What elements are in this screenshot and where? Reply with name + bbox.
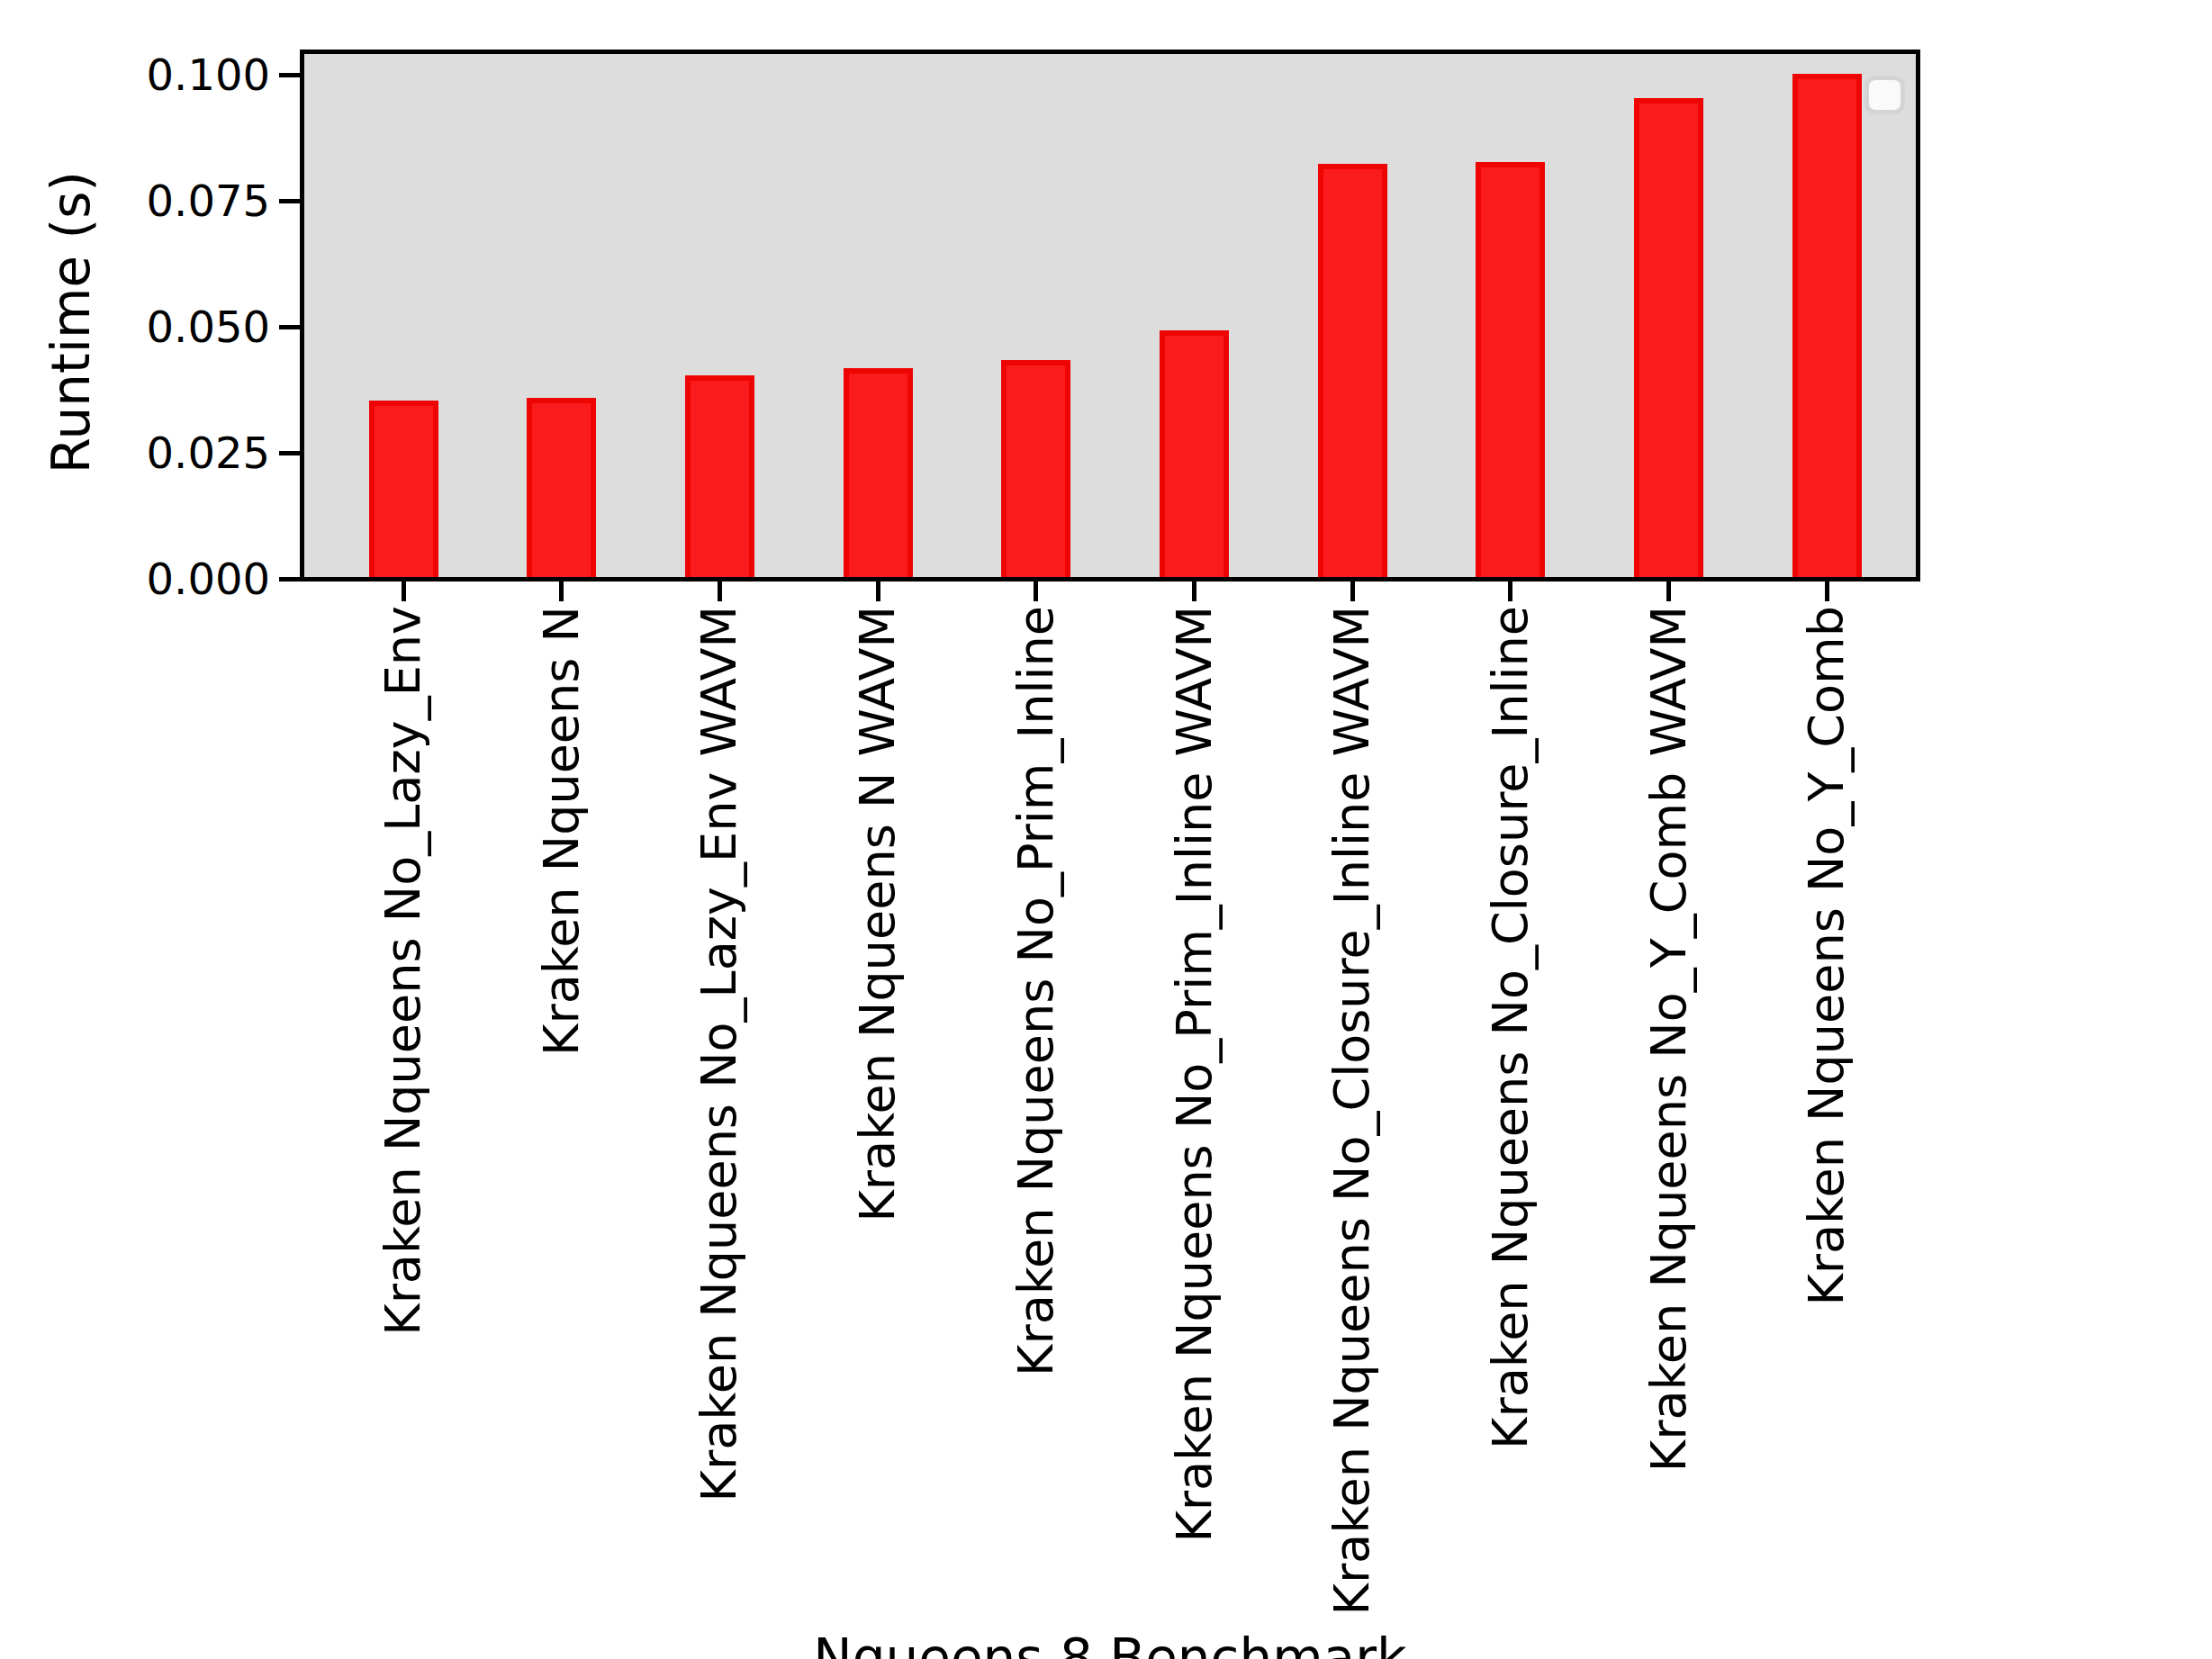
x-axis-title: Nqueens 8 Benchmark: [300, 1627, 1920, 1659]
y-tick-mark: [279, 577, 300, 582]
y-tick-label: 0.050: [18, 296, 270, 357]
y-tick-mark: [279, 199, 300, 203]
bar-5: [1001, 360, 1070, 577]
x-tick-mark: [1666, 582, 1671, 601]
y-tick-label: 0.075: [18, 170, 270, 231]
x-tick-label: Kraken Nqueens No_Lazy_Env: [377, 606, 429, 1336]
x-tick-label: Kraken Nqueens No_Closure_Inline: [1485, 606, 1537, 1449]
x-tick-mark: [718, 582, 722, 601]
plot-area: [300, 50, 1920, 582]
x-tick-mark: [559, 582, 564, 601]
x-tick-mark: [1192, 582, 1196, 601]
x-tick-label: Kraken Nqueens No_Lazy_Env WAVM: [693, 606, 745, 1501]
x-tick-label: Kraken Nqueens No_Prim_Inline WAVM: [1169, 606, 1221, 1543]
bar-3: [685, 375, 754, 577]
y-tick-mark: [279, 325, 300, 329]
x-tick-mark: [402, 582, 406, 601]
legend-box: [1864, 76, 1905, 114]
x-tick-label: Kraken Nqueens N: [536, 606, 588, 1056]
figure: Runtime (s) Nqueens 8 Benchmark 0.0000.0…: [0, 0, 2212, 1659]
x-tick-label: Kraken Nqueens N WAVM: [852, 606, 904, 1222]
x-tick-mark: [1508, 582, 1512, 601]
x-tick-label: Kraken Nqueens No_Y_Comb: [1801, 606, 1853, 1306]
y-tick-label: 0.000: [18, 548, 270, 609]
y-tick-label: 0.100: [18, 44, 270, 105]
x-tick-label: Kraken Nqueens No_Prim_Inline: [1010, 606, 1062, 1376]
bar-7: [1318, 164, 1387, 577]
y-tick-mark: [279, 73, 300, 77]
bar-4: [844, 368, 913, 577]
bar-6: [1160, 330, 1229, 577]
x-tick-mark: [1034, 582, 1038, 601]
bar-2: [527, 398, 596, 577]
y-tick-mark: [279, 451, 300, 455]
x-tick-mark: [1350, 582, 1355, 601]
bar-8: [1476, 162, 1545, 577]
y-tick-label: 0.025: [18, 422, 270, 483]
bar-1: [369, 401, 438, 577]
bar-10: [1792, 74, 1862, 577]
x-tick-label: Kraken Nqueens No_Y_Comb WAVM: [1643, 606, 1695, 1472]
x-tick-mark: [1825, 582, 1829, 601]
x-tick-label: Kraken Nqueens No_Closure_Inline WAVM: [1326, 606, 1378, 1616]
bar-9: [1634, 98, 1703, 577]
x-tick-mark: [876, 582, 880, 601]
